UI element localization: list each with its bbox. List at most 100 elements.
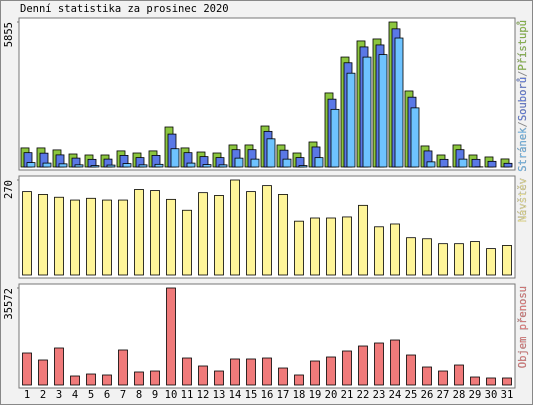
x-tick-label: 20 bbox=[325, 389, 338, 401]
x-tick-label: 9 bbox=[152, 389, 158, 401]
x-tick-label: 8 bbox=[136, 389, 142, 401]
bar bbox=[266, 138, 276, 168]
bar bbox=[342, 216, 352, 276]
bar bbox=[86, 197, 96, 276]
bar bbox=[342, 350, 352, 386]
x-tick-label: 1 bbox=[24, 389, 30, 401]
bar bbox=[134, 371, 144, 386]
bar bbox=[262, 185, 272, 276]
bar bbox=[214, 195, 224, 276]
bar bbox=[230, 358, 240, 386]
x-tick-label: 19 bbox=[309, 389, 322, 401]
legend-separator: / bbox=[517, 71, 529, 77]
legend-entry: Souborů bbox=[517, 77, 529, 121]
bar bbox=[230, 179, 240, 276]
bar bbox=[214, 370, 224, 386]
bar bbox=[218, 164, 228, 168]
bar bbox=[102, 199, 112, 276]
bar bbox=[346, 72, 356, 168]
bar bbox=[422, 238, 432, 276]
x-tick-label: 26 bbox=[421, 389, 434, 401]
bar bbox=[362, 56, 372, 168]
bar bbox=[374, 342, 384, 386]
bar bbox=[182, 357, 192, 386]
bar bbox=[198, 365, 208, 386]
bar bbox=[122, 163, 132, 168]
x-tick-label: 23 bbox=[373, 389, 386, 401]
bar bbox=[138, 164, 148, 168]
bar bbox=[326, 356, 336, 386]
bar bbox=[70, 199, 80, 276]
bar bbox=[118, 349, 128, 386]
bar bbox=[182, 209, 192, 276]
bar bbox=[74, 164, 84, 168]
bar bbox=[314, 157, 324, 168]
bar bbox=[22, 352, 32, 386]
legend-entry: Stránek bbox=[517, 127, 529, 172]
bar bbox=[502, 377, 512, 386]
x-tick-label: 25 bbox=[405, 389, 418, 401]
bar bbox=[118, 199, 128, 276]
x-tick-label: 30 bbox=[485, 389, 498, 401]
bar bbox=[150, 190, 160, 276]
bar bbox=[394, 37, 404, 168]
x-tick-label: 21 bbox=[341, 389, 354, 401]
bar bbox=[102, 374, 112, 386]
bar bbox=[22, 191, 32, 276]
x-tick-label: 17 bbox=[277, 389, 290, 401]
bar bbox=[246, 358, 256, 386]
bar bbox=[294, 374, 304, 386]
legend: Objem přenosu bbox=[517, 286, 529, 368]
x-tick-label: 7 bbox=[120, 389, 126, 401]
bar bbox=[234, 157, 244, 168]
x-tick-label: 10 bbox=[165, 389, 178, 401]
bar bbox=[38, 359, 48, 386]
bar bbox=[278, 194, 288, 276]
x-tick-label: 4 bbox=[72, 389, 78, 401]
bar bbox=[90, 165, 100, 168]
bar bbox=[282, 158, 292, 168]
legend-entry: Návštěv bbox=[517, 178, 529, 222]
bar bbox=[250, 158, 260, 168]
x-tick-label: 28 bbox=[453, 389, 466, 401]
bar bbox=[374, 226, 384, 276]
bar bbox=[503, 162, 513, 168]
bar bbox=[406, 237, 416, 276]
bar bbox=[486, 377, 496, 386]
legend: Návštěv bbox=[517, 178, 529, 222]
x-tick-label: 13 bbox=[213, 389, 226, 401]
x-tick-label: 12 bbox=[197, 389, 210, 401]
x-tick-label: 5 bbox=[88, 389, 94, 401]
bar bbox=[326, 217, 336, 276]
x-tick-label: 16 bbox=[261, 389, 274, 401]
x-tick-label: 22 bbox=[357, 389, 370, 401]
bar bbox=[38, 194, 48, 276]
bar bbox=[26, 162, 36, 168]
bar bbox=[330, 108, 340, 168]
bar bbox=[154, 163, 164, 168]
x-tick-label: 24 bbox=[389, 389, 402, 401]
y-tick-label: 5855 bbox=[3, 22, 15, 47]
bar bbox=[106, 164, 116, 168]
bar bbox=[70, 375, 80, 386]
bar bbox=[58, 163, 68, 168]
bar bbox=[458, 158, 468, 168]
bar bbox=[358, 345, 368, 386]
bar bbox=[134, 189, 144, 276]
bar bbox=[310, 217, 320, 276]
bar bbox=[202, 164, 212, 168]
bar bbox=[426, 161, 436, 168]
bar bbox=[486, 248, 496, 276]
bar bbox=[150, 370, 160, 386]
bar bbox=[294, 220, 304, 276]
x-tick-label: 14 bbox=[229, 389, 242, 401]
x-tick-label: 3 bbox=[56, 389, 62, 401]
x-tick-label: 31 bbox=[501, 389, 514, 401]
bar bbox=[422, 366, 432, 386]
bar bbox=[246, 191, 256, 276]
bar bbox=[86, 373, 96, 386]
x-tick-label: 11 bbox=[181, 389, 194, 401]
bar bbox=[390, 339, 400, 386]
bar bbox=[470, 241, 480, 276]
bar bbox=[54, 347, 64, 386]
